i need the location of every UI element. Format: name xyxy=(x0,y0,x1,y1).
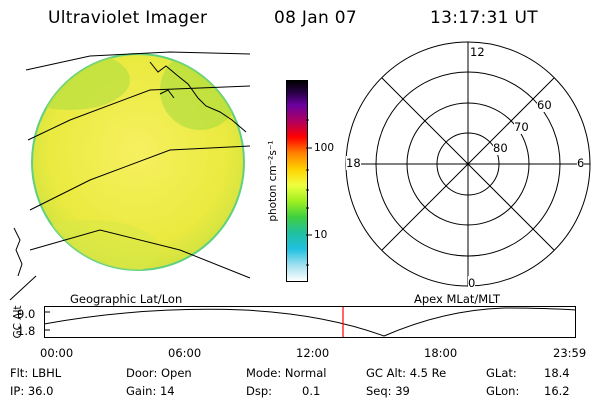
timeline-xtick-0600: 06:00 xyxy=(168,346,202,360)
polar-caption: Apex MLat/MLT xyxy=(414,292,501,306)
glon-field-label: GLon: xyxy=(486,384,520,398)
mlt-label-18: 18 xyxy=(346,156,361,170)
gc-alt-field: GC Alt: 4.5 Re xyxy=(366,366,447,380)
seq-field: Seq: 39 xyxy=(366,384,410,398)
mlat-label-80: 80 xyxy=(493,141,508,155)
mlat-label-70: 70 xyxy=(514,120,529,134)
timeline-xtick-2359: 23:59 xyxy=(553,346,587,360)
mlt-label-6: 6 xyxy=(577,156,585,170)
observation-time: 13:17:31 UT xyxy=(430,8,538,28)
glat-field-label: GLat: xyxy=(486,366,517,380)
timeline-xtick-0000: 00:00 xyxy=(40,346,74,360)
glat-field-value: 18.4 xyxy=(544,366,570,380)
mlt-label-12: 12 xyxy=(470,45,485,59)
filter-field: Flt: LBHL xyxy=(10,366,62,380)
timeline-ytick-low: 1.8 xyxy=(17,324,36,338)
timeline-xtick-1800: 18:00 xyxy=(424,346,458,360)
door-field: Door: Open xyxy=(126,366,192,380)
uv-earth-image xyxy=(9,51,251,301)
mlt-label-0: 0 xyxy=(468,276,476,290)
timeline-xtick-1200: 12:00 xyxy=(296,346,330,360)
glon-field-value: 16.2 xyxy=(544,384,570,398)
instrument-title: Ultraviolet Imager xyxy=(48,8,208,28)
timeline-ytick-high: 9.0 xyxy=(17,307,36,321)
colorbar xyxy=(286,80,308,282)
observation-date: 08 Jan 07 xyxy=(274,8,357,28)
colorbar-axis xyxy=(306,119,312,266)
dsp-field-label: Dsp: xyxy=(246,384,273,398)
mlat-label-60: 60 xyxy=(537,98,552,112)
gain-field: Gain: 14 xyxy=(126,384,175,398)
dsp-field-value: 0.1 xyxy=(302,384,321,398)
colorbar-tick-10: 10 xyxy=(314,229,328,241)
image-caption: Geographic Lat/Lon xyxy=(70,292,183,306)
orbit-altitude-timeline xyxy=(43,306,577,338)
colorbar-tick-100: 100 xyxy=(314,142,335,154)
ip-field: IP: 36.0 xyxy=(10,384,54,398)
colorbar-unit-label: photon cm⁻²s⁻¹ xyxy=(267,140,279,222)
mode-field: Mode: Normal xyxy=(246,366,327,380)
polar-plot xyxy=(345,41,591,287)
